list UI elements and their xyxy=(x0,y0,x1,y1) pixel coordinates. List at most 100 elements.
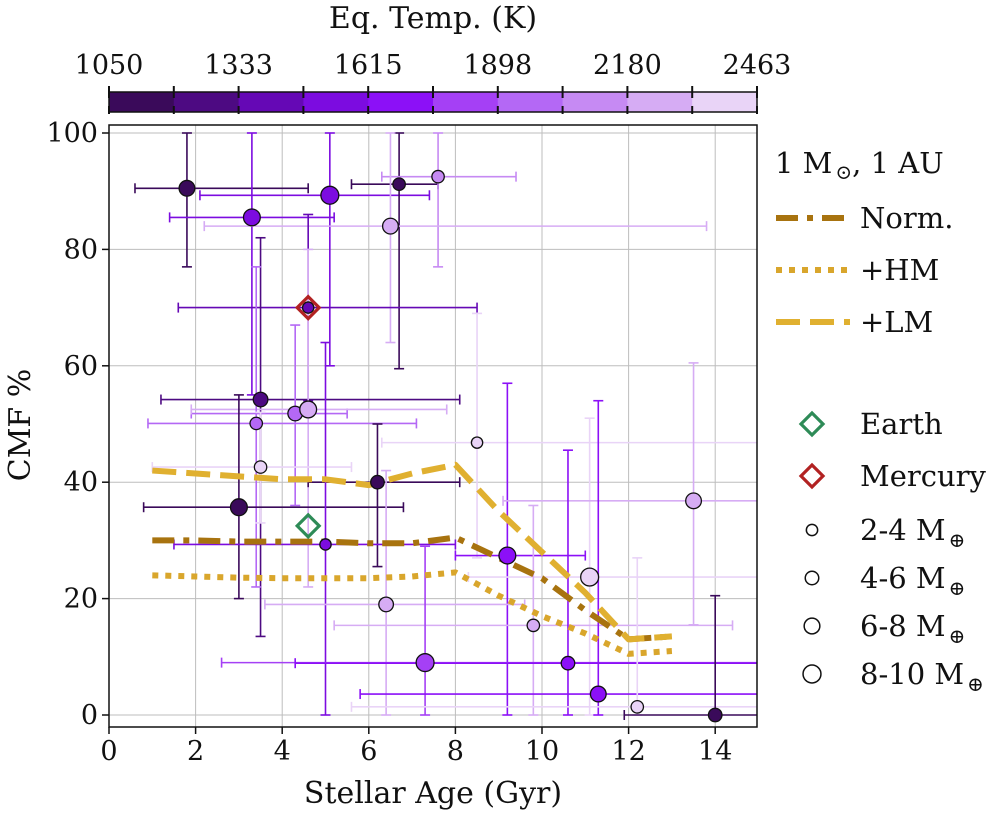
colorbar-tick-labels: 1050 1333 1615 1898 2180 2463 xyxy=(75,50,792,81)
x-tick-label: 6 xyxy=(360,736,377,767)
legend-header: 1 M ⊙, 1 AU xyxy=(775,146,944,184)
colorbar-tick-label: 1333 xyxy=(204,50,273,81)
x-axis-title: Stellar Age (Gyr) xyxy=(304,776,562,811)
exoplanet-point xyxy=(415,653,435,673)
legend-mass-marker xyxy=(805,523,819,537)
x-tick-label: 4 xyxy=(274,736,291,767)
exoplanet-point xyxy=(229,498,248,517)
x-tick-label: 8 xyxy=(447,736,464,767)
error-bar xyxy=(134,132,309,268)
legend-label: 4-6 M ⊕ xyxy=(860,561,965,600)
colorbar-tick-label: 1898 xyxy=(463,50,532,81)
colorbar-ticks xyxy=(108,86,758,114)
x-tick-label: 10 xyxy=(525,736,559,767)
planet-marker-earth xyxy=(294,512,322,540)
legend-planet-marker xyxy=(798,462,826,490)
exoplanet-point xyxy=(378,596,395,613)
error-bar xyxy=(220,545,757,716)
colorbar-segment xyxy=(238,92,304,112)
exoplanet-point xyxy=(299,400,318,419)
y-tick-label: 40 xyxy=(64,467,98,498)
y-tick-label: 0 xyxy=(81,700,98,731)
exoplanet-point xyxy=(319,538,332,551)
x-tick-label: 14 xyxy=(698,736,732,767)
exoplanet-point xyxy=(707,707,723,723)
error-bar xyxy=(190,248,448,588)
colorbar-segment xyxy=(303,92,369,112)
x-tick-label: 0 xyxy=(100,736,117,767)
exoplanet-point xyxy=(589,685,607,703)
exoplanet-point xyxy=(242,208,261,227)
colorbar-segment xyxy=(497,92,564,112)
legend-label: Earth xyxy=(860,407,943,441)
x-tick-label: 12 xyxy=(611,736,645,767)
exoplanet-point xyxy=(630,700,645,714)
error-bar xyxy=(264,469,526,716)
colorbar-tick-label: 1050 xyxy=(75,50,144,81)
legend-label: 2-4 M ⊕ xyxy=(860,513,965,552)
legend-models: Norm. +HM +LM xyxy=(776,201,953,339)
legend-planets: Earth Mercury xyxy=(798,407,987,493)
legend-label: +HM xyxy=(860,253,939,287)
exoplanet-point xyxy=(498,546,517,565)
y-tick-label: 60 xyxy=(64,351,98,382)
exoplanet-point xyxy=(320,185,340,205)
x-tick-labels: 0 2 4 6 8 10 12 14 xyxy=(100,736,732,767)
model-line-lm xyxy=(152,461,673,643)
error-bar xyxy=(350,132,439,370)
exoplanet-point xyxy=(252,391,269,408)
exoplanet-point xyxy=(381,217,399,235)
data-points xyxy=(178,169,723,723)
exoplanet-point xyxy=(580,567,600,587)
colorbar-segment xyxy=(173,92,240,112)
colorbar-segment xyxy=(368,92,434,112)
exoplanet-point xyxy=(301,301,315,314)
error-bar xyxy=(151,411,353,524)
error-bar xyxy=(467,417,757,716)
colorbar-tick-label: 2180 xyxy=(593,50,662,81)
exoplanet-point xyxy=(685,492,703,510)
error-bar xyxy=(177,213,478,402)
error-bar xyxy=(380,132,517,268)
model-lines xyxy=(152,461,673,657)
planet-marker-mercury xyxy=(294,294,322,321)
exoplanet-point xyxy=(392,177,406,192)
legend-label: 8-10 M ⊕ xyxy=(860,657,984,696)
solar-system-planets xyxy=(294,294,322,540)
error-bars xyxy=(134,132,757,720)
error-bar xyxy=(380,312,757,559)
legend-label: Mercury xyxy=(860,459,987,493)
error-bar xyxy=(168,132,335,396)
exoplanet-point xyxy=(253,460,268,474)
exoplanet-point xyxy=(526,618,541,633)
model-line-norm xyxy=(152,534,673,643)
legend-label: Norm. xyxy=(860,201,953,235)
colorbar-segment xyxy=(109,92,175,112)
error-bar xyxy=(142,394,405,600)
legend-mass-marker xyxy=(803,617,821,635)
model-line-hm xyxy=(152,569,673,657)
error-bar xyxy=(173,341,457,716)
legend-mass-bins: 2-4 M ⊕ 4-6 M ⊕ 6-8 M ⊕ 8-10 M ⊕ xyxy=(802,513,984,696)
legend-label: 6-8 M ⊕ xyxy=(860,609,965,648)
colorbar-segment xyxy=(433,92,499,112)
exoplanet-point xyxy=(560,655,576,671)
legend: 1 M ⊙, 1 AU Norm. +HM +LM Earth Mercury 2-4 … xyxy=(775,146,987,696)
y-tick-labels: 0 20 40 60 80 100 xyxy=(46,118,98,731)
error-bar xyxy=(350,557,757,716)
y-axis-title: CMF % xyxy=(3,369,38,482)
colorbar-segment xyxy=(692,92,758,112)
colorbar-tick-label: 1615 xyxy=(334,50,403,81)
plot-frame xyxy=(108,124,758,728)
colorbar-tick-label: 2463 xyxy=(723,50,792,81)
y-tick-label: 80 xyxy=(64,234,98,265)
exoplanet-point xyxy=(370,474,385,490)
exoplanet-point xyxy=(178,179,196,197)
error-bar xyxy=(623,594,757,720)
colorbar-segment xyxy=(627,92,693,112)
error-bar xyxy=(359,399,757,716)
y-tick-label: 20 xyxy=(64,584,98,615)
y-tick-label: 100 xyxy=(46,118,98,149)
legend-label: +LM xyxy=(860,305,933,339)
